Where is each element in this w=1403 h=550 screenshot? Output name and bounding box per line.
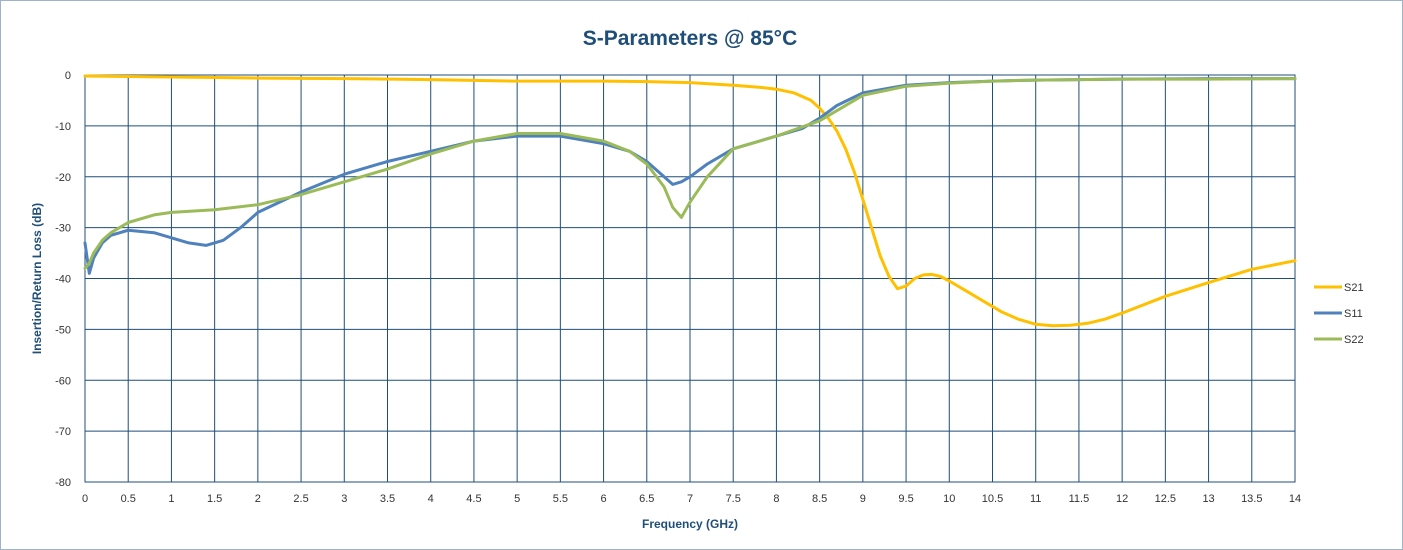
x-tick-label: 13 — [1202, 493, 1214, 505]
x-tick-label: 11 — [1030, 493, 1041, 505]
y-axis-ticks: 0 -10 -20 -30 -40 -50 -60 -70 -80 — [55, 70, 71, 489]
x-tick-label: 2.5 — [293, 493, 308, 505]
series-line-s22 — [83, 77, 1297, 270]
x-tick-label: 5 — [514, 493, 520, 505]
x-tick-label: 4.5 — [466, 493, 481, 505]
x-tick-label: 6 — [601, 493, 607, 505]
y-tick-label: 0 — [65, 70, 71, 82]
x-tick-label: 12 — [1116, 493, 1128, 505]
x-tick-label: 14 — [1289, 493, 1301, 505]
y-tick-label: -60 — [55, 375, 71, 387]
x-tick-label: 7 — [687, 493, 693, 505]
x-tick-label: 0.5 — [121, 493, 136, 505]
legend-label-s22: S22 — [1344, 334, 1364, 346]
x-tick-label: 11.5 — [1069, 493, 1090, 505]
chart-title: S-Parameters @ 85°C — [583, 27, 797, 50]
y-tick-label: -10 — [55, 121, 71, 133]
x-tick-label: 6.5 — [639, 493, 654, 505]
x-tick-label: 3.5 — [380, 493, 395, 505]
x-axis-title: Frequency (GHz) — [642, 517, 738, 531]
x-tick-label: 8 — [773, 493, 779, 505]
x-tick-label: 9 — [860, 493, 866, 505]
x-tick-label: 8.5 — [812, 493, 827, 505]
x-tick-label: 0 — [82, 493, 88, 505]
x-axis-ticks: 0 0.5 1 1.5 2 2.5 3 3.5 4 4.5 5 5.5 6 6.5 7 7.5 8 8.5 9 9.5… — [82, 493, 1301, 505]
x-tick-label: 2 — [255, 493, 261, 505]
y-axis-title: Insertion/Return Loss (dB) — [30, 203, 44, 354]
y-tick-label: -70 — [55, 426, 71, 438]
legend-label-s21: S21 — [1344, 282, 1364, 294]
legend: S21 S11 S22 — [1314, 282, 1364, 346]
x-tick-label: 1 — [168, 493, 174, 505]
legend-label-s11: S11 — [1344, 308, 1363, 320]
y-tick-label: -20 — [55, 172, 71, 184]
series-layer — [83, 74, 1297, 328]
x-tick-label: 7.5 — [726, 493, 741, 505]
series-line-s21 — [83, 74, 1297, 328]
x-tick-label: 10.5 — [982, 493, 1003, 505]
plot-area-border — [84, 74, 1296, 483]
grid-layer — [84, 74, 1296, 483]
x-tick-label: 4 — [428, 493, 434, 505]
y-tick-label: -50 — [55, 324, 71, 336]
x-tick-label: 9.5 — [898, 493, 913, 505]
y-tick-label: -30 — [55, 223, 71, 235]
x-tick-label: 1.5 — [207, 493, 222, 505]
x-tick-label: 5.5 — [553, 493, 568, 505]
x-tick-label: 10 — [943, 493, 955, 505]
x-tick-label: 3 — [341, 493, 347, 505]
series-line-s11 — [83, 77, 1297, 275]
y-tick-label: -80 — [55, 477, 71, 489]
y-tick-label: -40 — [55, 274, 71, 286]
x-tick-label: 12.5 — [1155, 493, 1176, 505]
x-tick-label: 13.5 — [1241, 493, 1262, 505]
